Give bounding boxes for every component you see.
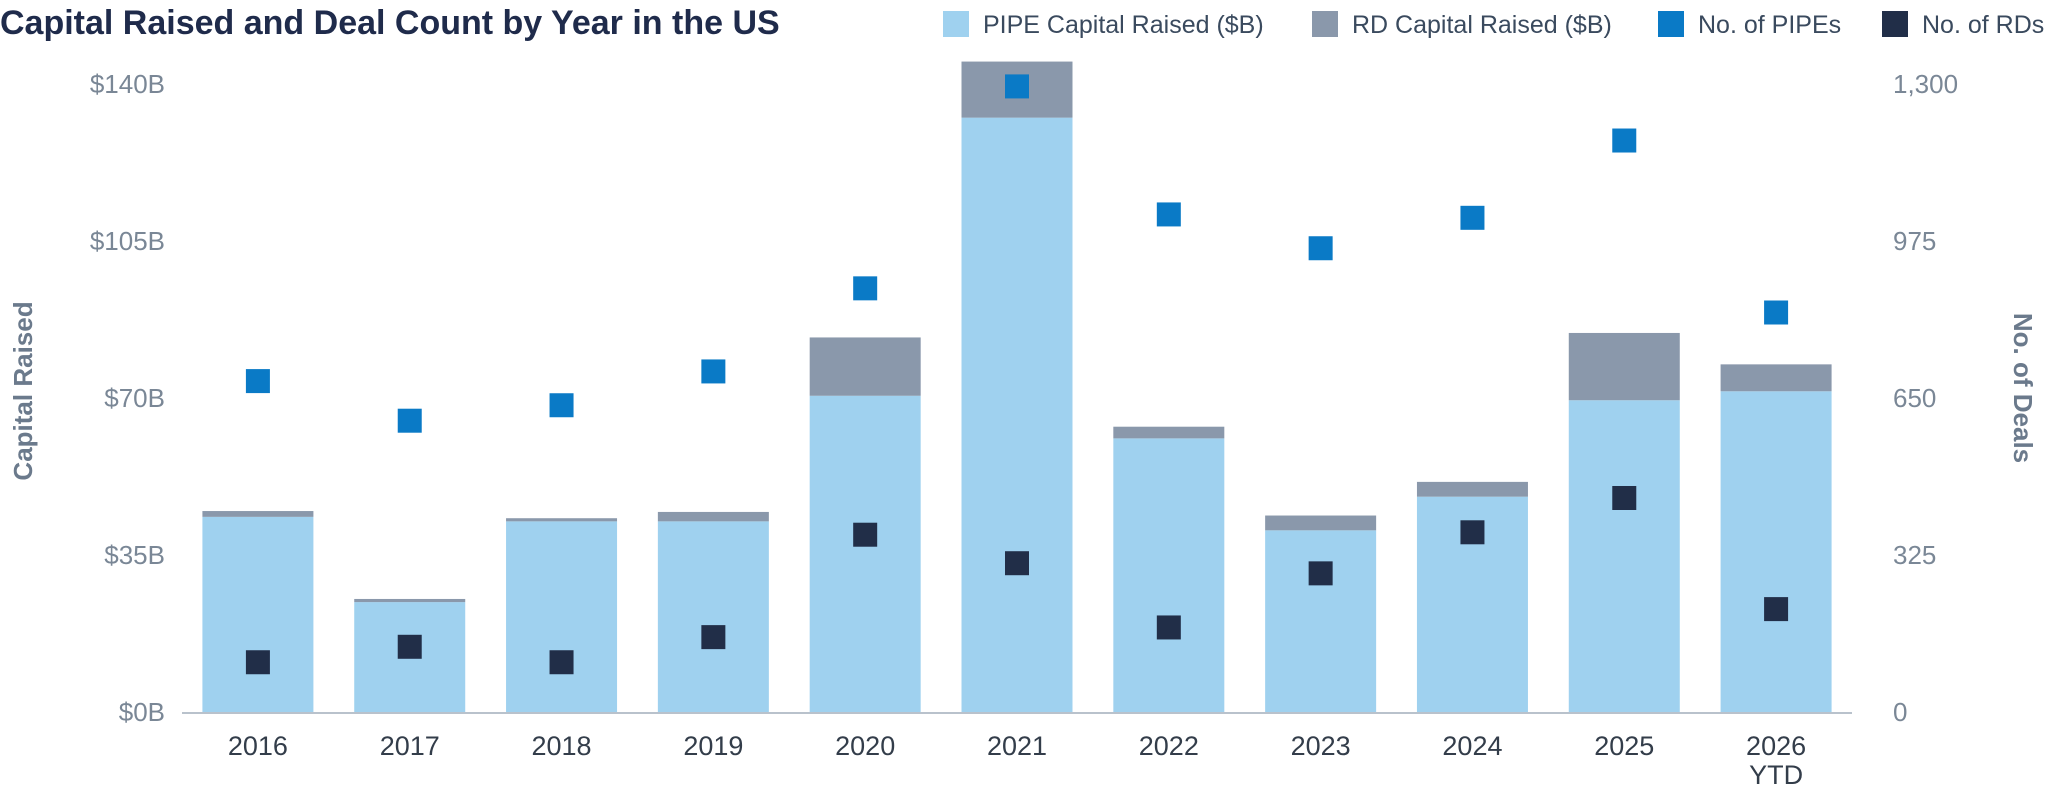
bar-rd-capital: [1568, 332, 1680, 401]
bar-rd-capital: [1416, 481, 1528, 497]
y-tick-label-left: $70B: [104, 383, 165, 413]
y-axis-right: 0 325 650 975 1,300: [1893, 69, 1958, 727]
x-tick-label: 2019: [683, 731, 743, 761]
point-pipes-count: [1308, 236, 1333, 261]
legend-swatch: [1312, 11, 1338, 37]
point-pipes-count: [1156, 202, 1181, 227]
legend: PIPE Capital Raised ($B) RD Capital Raise…: [943, 11, 2044, 39]
y-tick-label-left: $0B: [119, 697, 165, 727]
legend-label: No. of RDs: [1922, 11, 2044, 39]
y-axis-label-right: No. of Deals: [2008, 313, 2038, 463]
bar-pipe-capital: [961, 117, 1073, 712]
legend-label: No. of PIPEs: [1698, 11, 1841, 39]
legend-swatch: [1658, 11, 1684, 37]
point-pipes-count: [1612, 128, 1637, 153]
bar-rd-capital: [354, 598, 466, 603]
bar-pipe-capital: [1568, 400, 1680, 712]
bar-pipe-capital: [809, 395, 921, 712]
bars: [202, 61, 1832, 712]
x-tick-label: 2022: [1139, 731, 1199, 761]
points: [245, 74, 1789, 675]
point-pipes-count: [701, 359, 726, 384]
point-rds-count: [1764, 597, 1789, 622]
y-tick-label-right: 975: [1893, 226, 1936, 256]
point-rds-count: [1612, 485, 1637, 510]
y-tick-label-right: 325: [1893, 540, 1936, 570]
bar-rd-capital: [1720, 364, 1832, 392]
y-axis-left: $0B $35B $70B $105B $140B: [90, 69, 165, 727]
point-rds-count: [245, 650, 270, 675]
point-pipes-count: [397, 408, 422, 433]
bar-rd-capital: [1113, 426, 1225, 439]
x-tick-label: 2024: [1442, 731, 1502, 761]
point-pipes-count: [549, 393, 574, 418]
bar-rd-capital: [1265, 515, 1377, 531]
point-pipes-count: [1460, 205, 1485, 230]
point-pipes-count: [853, 276, 878, 301]
point-pipes-count: [245, 369, 270, 394]
x-tick-label: 2018: [532, 731, 592, 761]
bar-rd-capital: [809, 337, 921, 396]
bar-rd-capital: [202, 511, 314, 517]
bar-pipe-capital: [657, 521, 769, 712]
bar-rd-capital: [657, 511, 769, 522]
x-tick-label: 2026 YTD: [1746, 731, 1806, 790]
legend-label: RD Capital Raised ($B): [1352, 11, 1612, 39]
x-tick-label: 2016: [228, 731, 288, 761]
point-pipes-count: [1764, 300, 1789, 325]
y-tick-label-left: $140B: [90, 69, 165, 99]
point-rds-count: [549, 650, 574, 675]
point-rds-count: [1460, 520, 1485, 545]
point-pipes-count: [1005, 74, 1029, 99]
point-rds-count: [701, 625, 726, 650]
x-axis: 2016 2017 2018 2019 2020 2021 2022 2023 2024 2025…: [182, 712, 1852, 790]
y-tick-label-right: 1,300: [1893, 69, 1958, 99]
y-tick-label-right: 650: [1893, 383, 1936, 413]
point-rds-count: [853, 522, 878, 547]
x-tick-label: 2025: [1594, 731, 1654, 761]
y-axis-label-left: Capital Raised: [8, 301, 38, 480]
point-rds-count: [1308, 561, 1333, 586]
point-rds-count: [1156, 615, 1181, 640]
chart-title: Capital Raised and Deal Count by Year in…: [0, 4, 780, 42]
bar-pipe-capital: [1265, 530, 1377, 712]
x-tick-label: 2023: [1291, 731, 1351, 761]
legend-swatch: [1882, 11, 1908, 37]
y-tick-label-left: $105B: [90, 226, 165, 256]
legend-label: PIPE Capital Raised ($B): [983, 11, 1264, 39]
point-rds-count: [1005, 551, 1029, 576]
bar-pipe-capital: [1113, 438, 1225, 712]
bar-pipe-capital: [506, 521, 618, 712]
x-tick-label: 2020: [835, 731, 895, 761]
bar-pipe-capital: [1720, 391, 1832, 712]
x-tick-label: 2017: [380, 731, 440, 761]
bar-pipe-capital: [202, 516, 314, 712]
legend-swatch: [943, 11, 969, 37]
point-rds-count: [397, 634, 422, 659]
x-tick-label: 2021: [987, 731, 1047, 761]
y-tick-label-right: 0: [1893, 697, 1907, 727]
bar-rd-capital: [506, 518, 618, 522]
y-tick-label-left: $35B: [104, 540, 165, 570]
